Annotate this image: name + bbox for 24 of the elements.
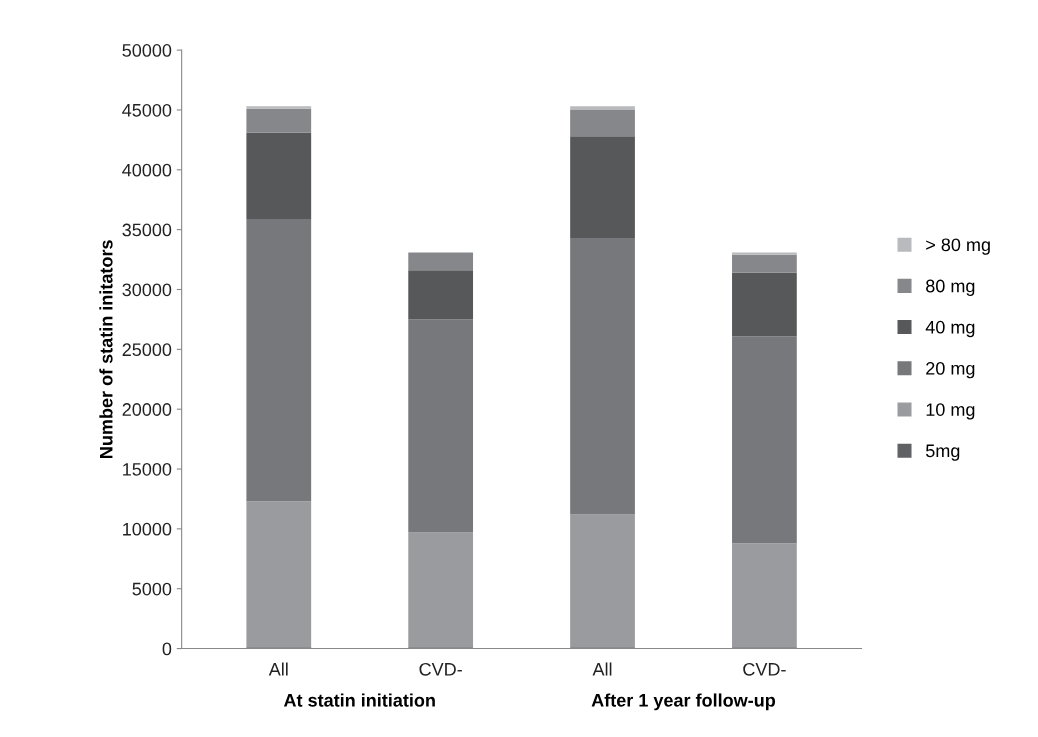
x-tick-label: All xyxy=(268,662,288,676)
y-tick-label: 40000 xyxy=(122,163,172,177)
y-tick-label: 30000 xyxy=(122,283,172,297)
legend-label: 80 mg xyxy=(926,279,975,296)
y-tick-label: 45000 xyxy=(122,103,172,117)
text: After 1 year follow-up xyxy=(591,693,776,711)
y-tick-label: 50000 xyxy=(122,44,172,57)
legend-label: 20 mg xyxy=(926,362,975,379)
legend-label: 40 mg xyxy=(925,320,975,338)
y-tick-label: 35000 xyxy=(122,223,172,237)
legend-label: > 80 mg xyxy=(926,238,990,255)
y-tick-label: 0 xyxy=(162,642,172,656)
y-tick-label: 5000 xyxy=(132,582,172,596)
x-tick-label: CVD- xyxy=(419,662,462,676)
x-tick-label: All xyxy=(592,662,612,676)
y-axis-title: Number of statin initators xyxy=(99,240,113,458)
legend-label: 5mg xyxy=(925,444,960,461)
x-tick-label: CVD- xyxy=(743,662,786,676)
y-tick-label: 25000 xyxy=(122,343,172,357)
y-tick-label: 10000 xyxy=(123,522,172,536)
legend-label: 10 mg xyxy=(926,403,975,420)
y-tick-label: 15000 xyxy=(123,462,172,476)
text: At statin initiation xyxy=(283,693,435,707)
y-tick-label: 20000 xyxy=(122,403,172,416)
